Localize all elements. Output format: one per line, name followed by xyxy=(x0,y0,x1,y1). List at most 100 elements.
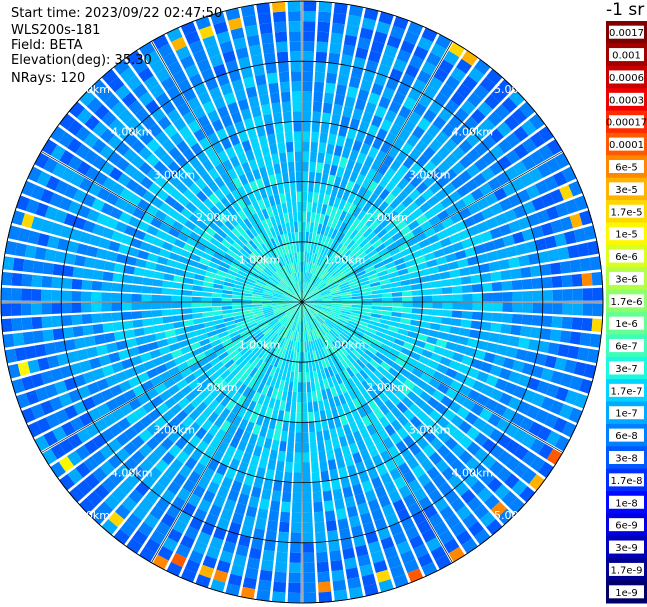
ray-cell xyxy=(549,329,562,342)
ray-cell xyxy=(315,316,324,325)
ray-cell xyxy=(441,309,453,318)
ray-cell xyxy=(476,393,490,407)
ray-cell xyxy=(354,346,365,356)
ray-cell xyxy=(458,384,472,397)
ray-cell xyxy=(443,538,460,554)
ray-cell xyxy=(390,406,403,419)
ray-cell xyxy=(320,336,327,347)
ray-cell xyxy=(326,318,336,326)
ray-cell xyxy=(373,369,384,380)
elevation-text: Elevation(deg): 35.30 xyxy=(11,53,152,68)
ray-cell xyxy=(382,302,393,307)
ray-cell xyxy=(398,484,412,499)
ray-cell xyxy=(369,359,380,369)
ray-cell xyxy=(365,376,376,388)
ray-cell xyxy=(331,306,342,311)
ray-cell xyxy=(335,350,344,361)
field-text: Field: BETA xyxy=(11,38,83,53)
ray-cell xyxy=(416,379,428,390)
ray-cell xyxy=(501,313,513,324)
ray-cell xyxy=(322,302,333,304)
ray-cell xyxy=(351,409,361,421)
ray-cell xyxy=(529,438,545,454)
ray-cell xyxy=(371,338,383,347)
ray-cell xyxy=(459,327,471,337)
ray-cell xyxy=(414,339,426,349)
ray-cell xyxy=(318,313,328,320)
ray-cell xyxy=(569,375,583,391)
ray-cell xyxy=(403,408,416,421)
ray-cell xyxy=(386,352,398,362)
ray-cell xyxy=(579,378,593,394)
ray-cell xyxy=(321,306,332,310)
ray-cell xyxy=(337,361,346,372)
ray-cell xyxy=(397,352,410,362)
colorbar-label: 1.7e-9 xyxy=(610,565,642,576)
ray-cell xyxy=(493,403,508,417)
ray-cell xyxy=(336,320,347,327)
ray-cell xyxy=(330,328,340,338)
ray-cell xyxy=(331,308,342,313)
ray-cell xyxy=(355,359,366,369)
ray-cell xyxy=(438,529,454,545)
ray-cell xyxy=(519,416,534,432)
ray-cell xyxy=(531,365,544,379)
ray-cell xyxy=(342,344,352,354)
ray-cell xyxy=(337,335,347,345)
ray-cell xyxy=(307,309,315,319)
ray-cell xyxy=(418,327,430,336)
ray-cell xyxy=(408,442,422,456)
ray-cell xyxy=(382,339,394,348)
ray-cells xyxy=(1,1,603,603)
ray-cell xyxy=(508,497,525,514)
ray-cell xyxy=(384,399,396,411)
ray-cell xyxy=(357,383,367,395)
ray-cell xyxy=(545,430,561,447)
ray-cell xyxy=(592,303,603,317)
ray-cell xyxy=(415,361,427,372)
ray-cell xyxy=(480,470,496,486)
colorbar-unit: -1 sr xyxy=(606,0,644,20)
ray-cell xyxy=(554,435,570,452)
ray-cell xyxy=(366,362,377,373)
ray-cell xyxy=(376,463,388,476)
ray-cell xyxy=(310,307,319,314)
ray-cell xyxy=(416,409,429,423)
ray-cell xyxy=(384,334,396,343)
ray-cell xyxy=(330,311,341,317)
ray-cell xyxy=(432,302,443,309)
ray-cell xyxy=(302,302,312,304)
ray-cell xyxy=(320,308,331,313)
ray-cell xyxy=(564,390,579,406)
ray-cell xyxy=(396,401,408,414)
ray-cell xyxy=(410,319,421,327)
ray-cell xyxy=(532,303,543,314)
colorbar-label: 6e-9 xyxy=(615,521,638,532)
ray-cell xyxy=(341,308,352,313)
ray-cell xyxy=(377,327,388,334)
ray-cell xyxy=(319,310,330,316)
ray-cell xyxy=(545,383,560,398)
ray-cell xyxy=(412,345,424,355)
ray-cell xyxy=(394,389,406,401)
ray-cell xyxy=(445,367,458,379)
ray-cell xyxy=(351,304,363,309)
ray-cell xyxy=(361,415,372,427)
ray-cell xyxy=(313,317,321,327)
ray-cell xyxy=(537,340,550,354)
ray-cell xyxy=(432,390,445,402)
ray-cell xyxy=(550,370,564,385)
colorbar-label: 1e-8 xyxy=(615,498,638,509)
ray-cell xyxy=(377,428,389,441)
ray-cell xyxy=(468,521,485,537)
ray-cell xyxy=(344,342,354,352)
ray-cell xyxy=(409,351,421,361)
ray-cell xyxy=(430,437,444,451)
ray-cell xyxy=(400,318,411,325)
ray-cell xyxy=(390,316,402,323)
ray-cell xyxy=(309,308,317,317)
ray-cell xyxy=(437,430,451,444)
ray-cell xyxy=(346,354,356,365)
ray-cell xyxy=(413,543,429,559)
ray-cell xyxy=(316,315,325,324)
